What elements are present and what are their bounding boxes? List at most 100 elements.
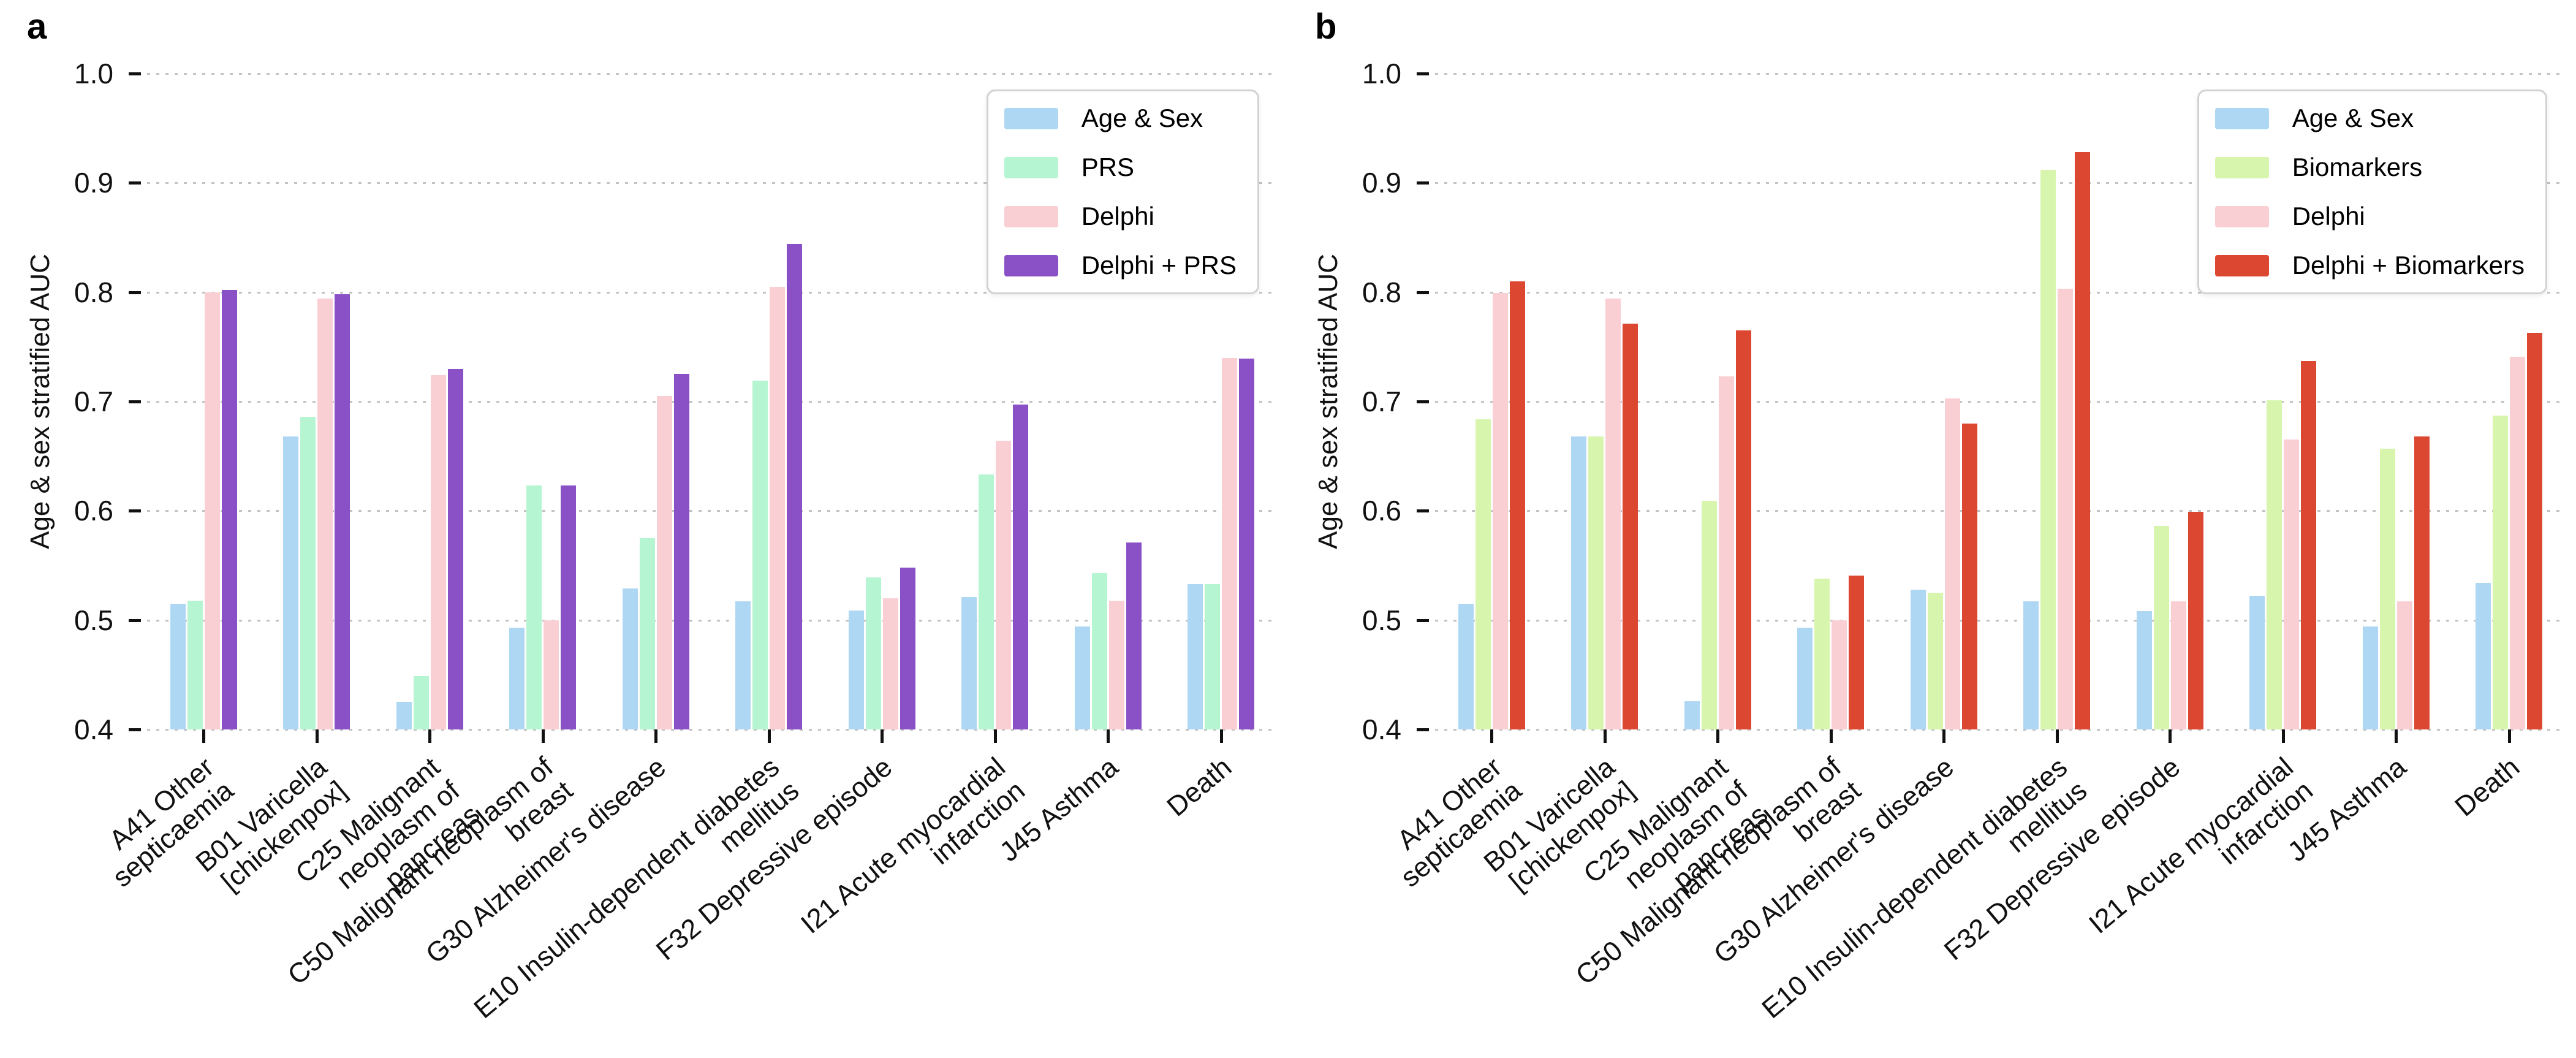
- legend-item: Delphi: [1004, 202, 1237, 231]
- bar-biomarkers: [1814, 578, 1830, 729]
- bar-delphi: [656, 396, 672, 729]
- bar-biomarkers: [2153, 526, 2169, 729]
- y-tick-mark: [1417, 291, 1429, 294]
- bar-delphi-biomarkers: [1961, 423, 1977, 729]
- legend-label: Delphi: [1081, 202, 1154, 230]
- bar-biomarkers: [1701, 501, 1717, 729]
- y-tick-mark: [1417, 72, 1429, 75]
- x-tick-mark: [1603, 729, 1607, 743]
- bar-age-sex: [2249, 596, 2265, 729]
- bar-delphi: [1492, 293, 1508, 729]
- bar-age-sex: [396, 702, 412, 729]
- bar-delphi: [882, 598, 898, 729]
- bar-delphi-prs: [561, 485, 577, 729]
- legend-item: Age & Sex: [2214, 104, 2525, 133]
- bar-age-sex: [170, 603, 186, 729]
- legend-label: Age & Sex: [1081, 104, 1203, 132]
- bar-biomarkers: [1588, 436, 1604, 729]
- bar-delphi: [204, 292, 220, 729]
- bar-biomarkers: [1475, 419, 1491, 729]
- legend-item: PRS: [1004, 153, 1237, 182]
- bar-age-sex: [735, 601, 751, 729]
- bar-prs: [1205, 584, 1221, 729]
- x-tick-mark: [2395, 729, 2398, 743]
- x-tick-label: Death: [2449, 751, 2525, 823]
- bar-delphi-biomarkers: [2527, 332, 2543, 729]
- bar-age-sex: [2136, 611, 2152, 729]
- y-tick-label: 0.4: [1362, 714, 1401, 745]
- x-tick-mark: [767, 729, 771, 743]
- x-tick-mark: [654, 729, 658, 743]
- x-tick-mark: [202, 729, 206, 743]
- bar-age-sex: [283, 436, 299, 729]
- gridline-1.0: [147, 73, 1278, 75]
- bar-prs: [1091, 573, 1107, 729]
- bar-delphi: [544, 620, 559, 729]
- legend-swatch-biomarkers: [2214, 156, 2269, 178]
- x-tick-mark: [541, 729, 545, 743]
- legend-label: Age & Sex: [2292, 104, 2414, 132]
- gridline-0.7: [1435, 401, 2566, 403]
- x-tick-mark: [1219, 729, 1223, 743]
- legend-item: Delphi: [2214, 202, 2525, 231]
- gridline-0.6: [147, 510, 1278, 512]
- x-tick-label: I21 Acute myocardial infarction: [795, 751, 1031, 940]
- bar-delphi-biomarkers: [1509, 281, 1525, 729]
- bar-age-sex: [1910, 589, 1926, 729]
- bar-biomarkers: [2040, 169, 2056, 729]
- bar-prs: [526, 485, 542, 729]
- bar-age-sex: [848, 610, 864, 729]
- bar-delphi: [1718, 376, 1734, 729]
- x-tick-mark: [1829, 729, 1833, 743]
- y-tick-mark: [129, 509, 141, 513]
- bar-delphi-biomarkers: [1623, 324, 1638, 729]
- x-tick-mark: [2507, 729, 2511, 743]
- bar-delphi: [1832, 620, 1847, 729]
- gridline-0.7: [147, 401, 1278, 403]
- legend-swatch-delphi-biomarkers: [2214, 254, 2269, 276]
- bar-delphi-prs: [1239, 359, 1255, 729]
- x-tick-mark: [1107, 729, 1110, 743]
- bar-age-sex: [2476, 583, 2491, 729]
- bar-delphi-biomarkers: [2188, 512, 2203, 729]
- panel-a: a Age & sex stratified AUC 1.0 0.9 0.8 0.7 0…: [25, 7, 1278, 1024]
- bar-delphi: [430, 375, 446, 729]
- bar-age-sex: [1074, 626, 1090, 729]
- legend-swatch-delphi: [1004, 205, 1058, 227]
- y-tick-label: 0.7: [74, 386, 113, 417]
- y-tick-label: 0.8: [1362, 276, 1401, 308]
- gridline-0.5: [1435, 619, 2566, 622]
- y-tick-label: 0.5: [74, 604, 113, 636]
- bar-delphi-prs: [787, 244, 803, 729]
- legend-swatch-prs: [1004, 156, 1058, 178]
- gridline-0.9: [1435, 182, 2566, 185]
- legend-label: Delphi + Biomarkers: [2292, 251, 2525, 280]
- bar-delphi: [996, 441, 1012, 729]
- gridline-0.9: [147, 182, 1278, 185]
- y-tick-label: 0.5: [1362, 604, 1401, 636]
- bar-age-sex: [1458, 603, 1474, 729]
- bar-biomarkers: [2267, 400, 2282, 729]
- panel-b: b Age & sex stratified AUC 1.0 0.9 0.8 0.7 0…: [1288, 0, 2576, 1058]
- bar-delphi: [317, 299, 333, 729]
- y-tick-mark: [129, 72, 141, 75]
- gridline-0.4: [1435, 729, 2566, 731]
- x-tick-mark: [1490, 729, 1494, 743]
- legend-label: PRS: [1081, 153, 1135, 181]
- bar-delphi: [1944, 398, 1960, 729]
- y-tick-label: 1.0: [1362, 58, 1401, 89]
- bar-delphi: [2170, 601, 2186, 729]
- gridline-0.6: [1435, 510, 2566, 512]
- bar-delphi-biomarkers: [2301, 361, 2317, 729]
- legend-label: Delphi: [2292, 202, 2365, 230]
- bar-delphi-prs: [335, 294, 350, 729]
- bar-prs: [639, 538, 655, 729]
- bar-age-sex: [1188, 584, 1203, 729]
- y-tick-label: 0.7: [1362, 386, 1401, 417]
- y-tick-label: 0.9: [1362, 167, 1401, 199]
- bar-age-sex: [622, 588, 638, 729]
- bar-prs: [752, 381, 768, 729]
- y-tick-mark: [1417, 509, 1429, 513]
- bar-delphi-prs: [221, 290, 237, 729]
